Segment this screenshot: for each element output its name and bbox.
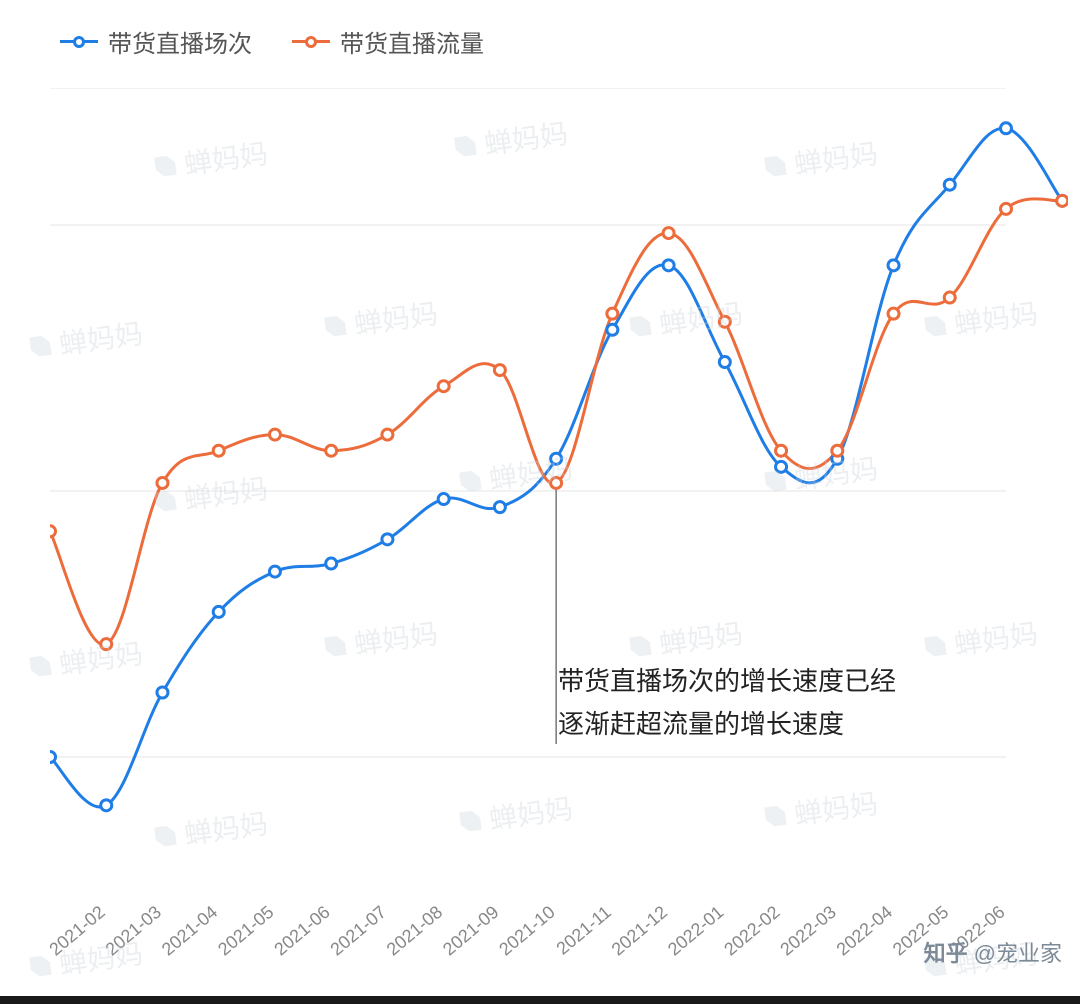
svg-text:2021-07: 2021-07: [327, 902, 390, 960]
legend-label: 带货直播流量: [340, 24, 484, 59]
legend-item-sessions: 带货直播场次: [60, 24, 252, 59]
legend-label: 带货直播场次: [108, 24, 252, 59]
svg-text:2022-04: 2022-04: [833, 902, 896, 960]
legend-item-traffic: 带货直播流量: [292, 24, 484, 59]
svg-text:2021-12: 2021-12: [608, 902, 671, 960]
svg-text:2021-08: 2021-08: [383, 902, 446, 960]
svg-text:2021-02: 2021-02: [50, 902, 109, 960]
source-credit: 知乎 @宠业家: [924, 936, 1062, 968]
line-chart-svg: 2021-012021-022021-032021-042021-052021-…: [50, 88, 1068, 986]
svg-text:2021-09: 2021-09: [439, 902, 502, 960]
annotation-line2: 逐渐赶超流量的增长速度: [558, 709, 844, 739]
annotation-line1: 带货直播场次的增长速度已经: [558, 666, 896, 696]
svg-text:2021-05: 2021-05: [214, 902, 277, 960]
annotation-text: 带货直播场次的增长速度已经 逐渐赶超流量的增长速度: [558, 660, 896, 746]
credit-text: @宠业家: [974, 936, 1062, 968]
chart-area: 2021-012021-022021-032021-042021-052021-…: [50, 88, 1068, 986]
legend-swatch-sessions: [60, 40, 98, 43]
svg-text:2021-10: 2021-10: [495, 902, 558, 960]
svg-text:2022-01: 2022-01: [664, 902, 727, 960]
svg-text:2021-11: 2021-11: [552, 902, 614, 959]
bottom-bar: [0, 996, 1080, 1004]
svg-text:2021-03: 2021-03: [102, 902, 165, 960]
zhihu-logo-text: 知乎: [924, 936, 968, 968]
svg-text:2022-03: 2022-03: [776, 902, 839, 960]
legend-swatch-traffic: [292, 40, 330, 43]
svg-text:2022-02: 2022-02: [720, 902, 783, 960]
legend: 带货直播场次 带货直播流量: [0, 0, 1080, 69]
svg-text:2021-06: 2021-06: [270, 902, 333, 960]
svg-text:2021-04: 2021-04: [158, 902, 221, 960]
